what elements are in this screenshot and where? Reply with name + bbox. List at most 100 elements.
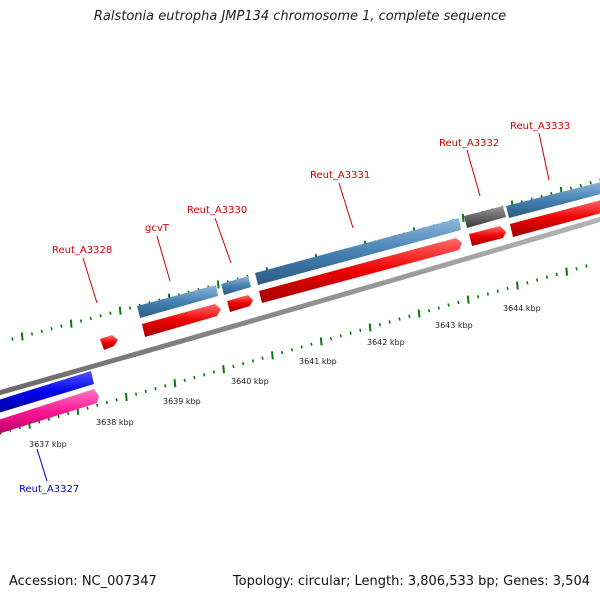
gene-bar-reut-a3331-forward[interactable] (255, 218, 461, 285)
minor-tick (89, 316, 92, 321)
minor-tick (144, 389, 147, 394)
minor-tick (359, 328, 362, 333)
minor-tick (251, 359, 255, 363)
gene-label-reut-a3328[interactable]: Reut_A3328 (52, 245, 112, 256)
minor-tick (339, 334, 342, 338)
gene-label-reut-a3333[interactable]: Reut_A3333 (510, 121, 570, 132)
lower-tick-row (0, 264, 588, 435)
minor-tick (128, 306, 132, 310)
major-tick (461, 213, 465, 223)
minor-tick (545, 275, 549, 279)
minor-tick (535, 278, 539, 282)
minor-tick (437, 306, 440, 310)
minor-tick (115, 398, 118, 402)
kbp-label-3643: 3643 kbp (435, 321, 473, 330)
minor-tick (30, 332, 34, 336)
gene-arrow-reut-a3330[interactable] (227, 295, 253, 312)
minor-tick (96, 403, 99, 408)
gene-arrow-reut-a3332[interactable] (469, 226, 506, 246)
accession-text: Accession: NC_007347 (9, 574, 157, 589)
minor-tick (60, 324, 63, 328)
minor-tick (193, 375, 196, 380)
leader-reut-a3327 (36, 448, 48, 482)
kbp-label-3641: 3641 kbp (299, 357, 337, 366)
gene-bar-reut-a3333-forward[interactable] (506, 181, 600, 218)
chromosome-backbone (0, 216, 600, 396)
minor-tick (457, 300, 460, 305)
gene-arrow-reut-a3331[interactable] (259, 238, 462, 303)
minor-tick (506, 286, 509, 291)
kbp-label-3639: 3639 kbp (163, 397, 201, 406)
minor-tick (575, 267, 578, 271)
minor-tick (290, 348, 294, 352)
minor-tick (569, 186, 573, 190)
gene-arrow-reut-a3327[interactable] (0, 389, 99, 435)
minor-tick (280, 350, 284, 355)
minor-tick (300, 345, 303, 349)
minor-tick (388, 320, 391, 324)
minor-tick (349, 331, 352, 335)
leader-reut-a3332 (466, 149, 481, 197)
minor-tick (408, 314, 411, 319)
gene-label-reut-a3332[interactable]: Reut_A3332 (439, 138, 499, 149)
minor-tick (589, 180, 592, 185)
minor-tick (378, 322, 382, 327)
minor-tick (79, 319, 83, 323)
minor-tick (427, 308, 431, 313)
minor-tick (154, 386, 157, 391)
gene-bar-reut-a3332-forward[interactable] (464, 206, 506, 228)
major-tick (118, 306, 122, 315)
minor-tick (579, 183, 582, 188)
major-tick (466, 295, 470, 304)
gene-label-reut-a3331[interactable]: Reut_A3331 (310, 170, 370, 181)
minor-tick (232, 364, 235, 369)
gene-arrow-gcvt[interactable] (142, 304, 221, 337)
leader-reut-a3330 (214, 217, 232, 264)
minor-tick (109, 311, 112, 315)
gene-bar-reut-a3330-forward[interactable] (221, 276, 251, 295)
minor-tick (183, 378, 186, 383)
minor-tick (40, 329, 43, 334)
minor-tick (486, 292, 490, 296)
minor-tick (50, 326, 53, 331)
kbp-label-3644: 3644 kbp (503, 304, 541, 313)
major-tick (124, 392, 128, 402)
leader-reut-a3333 (538, 132, 550, 181)
map-title: Ralstonia eutropha JMP134 chromosome 1, … (93, 9, 507, 24)
major-tick (368, 323, 372, 332)
major-tick (173, 379, 177, 388)
minor-tick (11, 337, 14, 341)
kbp-label-3638: 3638 kbp (96, 418, 134, 427)
minor-tick (447, 303, 450, 307)
leader-reut-a3328 (82, 257, 98, 304)
leader-reut-a3331 (338, 182, 354, 229)
minor-tick (526, 281, 529, 285)
minor-tick (164, 384, 167, 388)
kbp-label-3640: 3640 kbp (231, 377, 269, 386)
minor-tick (105, 400, 109, 405)
major-tick (271, 351, 274, 360)
major-tick (222, 365, 225, 374)
minor-tick (585, 264, 588, 268)
major-tick (565, 267, 569, 276)
major-tick (516, 281, 519, 290)
summary-text: Topology: circular; Length: 3,806,533 bp… (232, 574, 590, 589)
minor-tick (398, 317, 401, 321)
gene-bar-gcvt-forward[interactable] (137, 285, 218, 318)
gene-label-gcvt[interactable]: gcvT (145, 223, 170, 234)
minor-tick (212, 370, 216, 374)
minor-tick (57, 414, 60, 419)
minor-tick (202, 373, 206, 377)
gene-arrow-reut-a3328[interactable] (100, 335, 118, 350)
minor-tick (555, 272, 558, 277)
minor-tick (66, 411, 70, 416)
major-tick (319, 337, 323, 346)
gene-label-reut-a3330[interactable]: Reut_A3330 (187, 205, 247, 216)
gene-bar-reut-a3327-forward[interactable] (0, 371, 94, 414)
leader-gcvt (156, 235, 171, 282)
gene-bar-reut-a3333-reverse[interactable] (510, 199, 600, 237)
major-tick (20, 332, 24, 341)
minor-tick (329, 336, 333, 341)
gene-label-reut-a3327[interactable]: Reut_A3327 (19, 484, 79, 495)
